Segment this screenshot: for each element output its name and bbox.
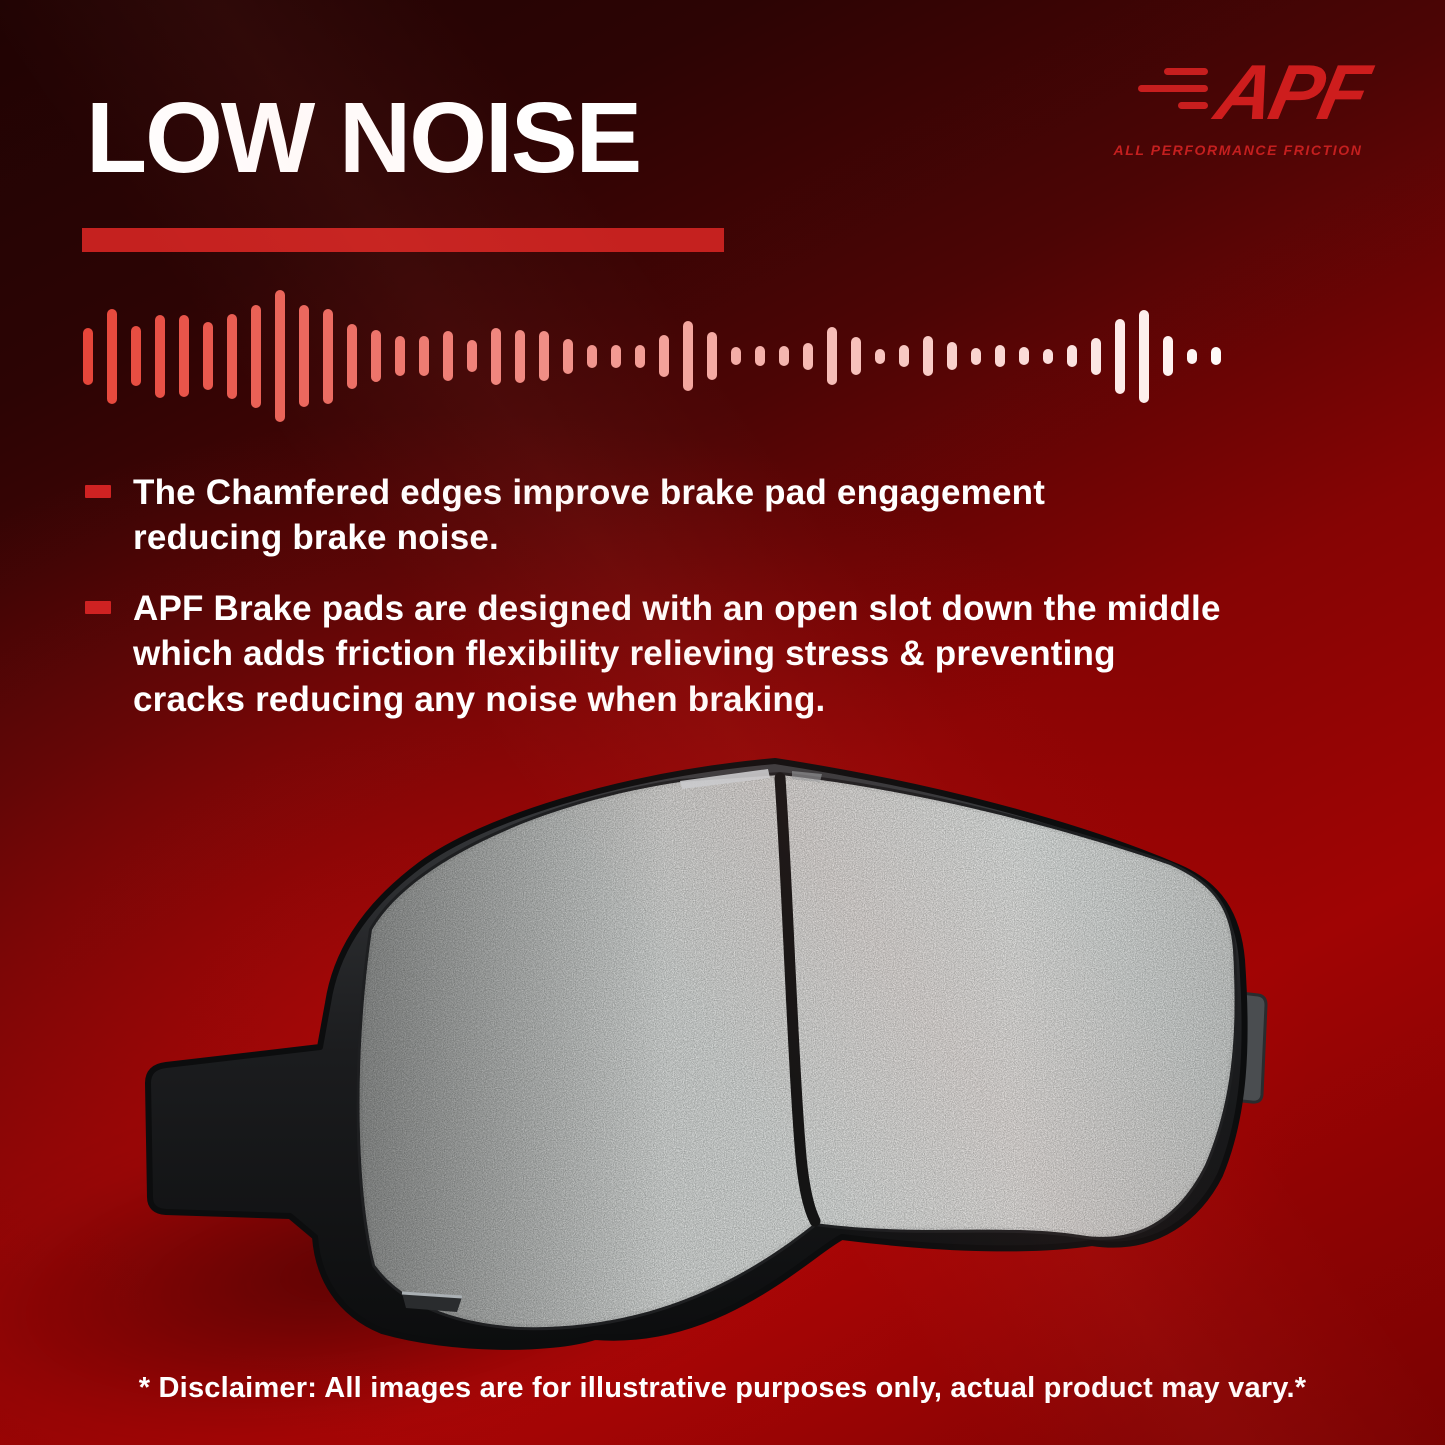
waveform-bar	[107, 308, 117, 404]
metal-glint	[680, 769, 770, 789]
waveform-bar	[1163, 336, 1173, 376]
waveform-bar	[131, 326, 141, 386]
waveform-bar	[179, 315, 189, 397]
waveform-bar	[251, 304, 261, 408]
waveform-bar	[803, 342, 813, 370]
waveform-bar	[995, 345, 1005, 367]
speed-lines-icon	[1138, 67, 1208, 109]
bottom-clip	[402, 1293, 462, 1312]
waveform-bar	[1211, 347, 1221, 365]
waveform-bar	[923, 336, 933, 376]
brand-tagline: ALL PERFORMANCE FRICTION	[1113, 142, 1363, 158]
bullet-text: APF Brake pads are designed with an open…	[133, 589, 1221, 719]
waveform-bar	[875, 348, 885, 364]
waveform-bar	[851, 337, 861, 375]
waveform-bar	[563, 338, 573, 374]
waveform-bar	[203, 322, 213, 390]
waveform-bar	[347, 323, 357, 389]
disclaimer-text: * Disclaimer: All images are for illustr…	[138, 1372, 1307, 1404]
list-item: APF Brake pads are designed with an open…	[85, 586, 1375, 721]
brand-name: APF	[1208, 48, 1375, 136]
list-item: The Chamfered edges improve brake pad en…	[85, 470, 1375, 560]
waveform-bar	[155, 314, 165, 398]
waveform-bar	[1067, 345, 1077, 367]
bullet-text: The Chamfered edges improve brake pad en…	[133, 473, 1046, 558]
waveform-bar	[371, 330, 381, 382]
waveform-bar	[227, 313, 237, 399]
waveform-bar	[443, 331, 453, 381]
waveform-bar	[515, 329, 525, 383]
waveform-bar	[1019, 347, 1029, 365]
waveform-bar	[83, 327, 93, 385]
waveform-bar	[971, 347, 981, 365]
waveform-bar	[659, 335, 669, 377]
title-underline	[82, 228, 724, 252]
waveform-bar	[419, 336, 429, 376]
waveform-bar	[299, 305, 309, 407]
center-slot	[774, 772, 821, 1227]
waveform-bar	[395, 336, 405, 376]
metal-glint	[792, 771, 822, 782]
waveform-bar	[1115, 318, 1125, 394]
bullet-marker	[85, 485, 111, 498]
waveform-bar	[587, 344, 597, 368]
bullet-marker	[85, 601, 111, 615]
page-title: LOW NOISE	[86, 82, 642, 194]
waveform-bar	[947, 342, 957, 370]
waveform-bar	[635, 344, 645, 368]
waveform-bar	[323, 308, 333, 404]
waveform-bar	[755, 346, 765, 366]
waveform-bar	[1139, 309, 1149, 403]
waveform-bar	[899, 345, 909, 367]
waveform-bar	[683, 321, 693, 391]
waveform-bar	[611, 344, 621, 368]
apf-logo: APF ALL PERFORMANCE FRICTION	[1103, 46, 1375, 158]
waveform-bar	[1091, 337, 1101, 375]
waveform-bar	[827, 327, 837, 385]
waveform	[83, 287, 1221, 425]
feature-list: The Chamfered edges improve brake pad en…	[85, 470, 1375, 722]
waveform-bar	[467, 340, 477, 372]
waveform-bar	[731, 347, 741, 365]
waveform-bar	[275, 290, 285, 422]
waveform-bar	[1043, 348, 1053, 364]
waveform-bar	[539, 331, 549, 381]
brake-pad-photo	[145, 758, 1268, 1350]
waveform-bar	[707, 332, 717, 380]
waveform-bar	[1187, 348, 1197, 364]
waveform-bar	[491, 327, 501, 385]
waveform-bar	[779, 346, 789, 366]
